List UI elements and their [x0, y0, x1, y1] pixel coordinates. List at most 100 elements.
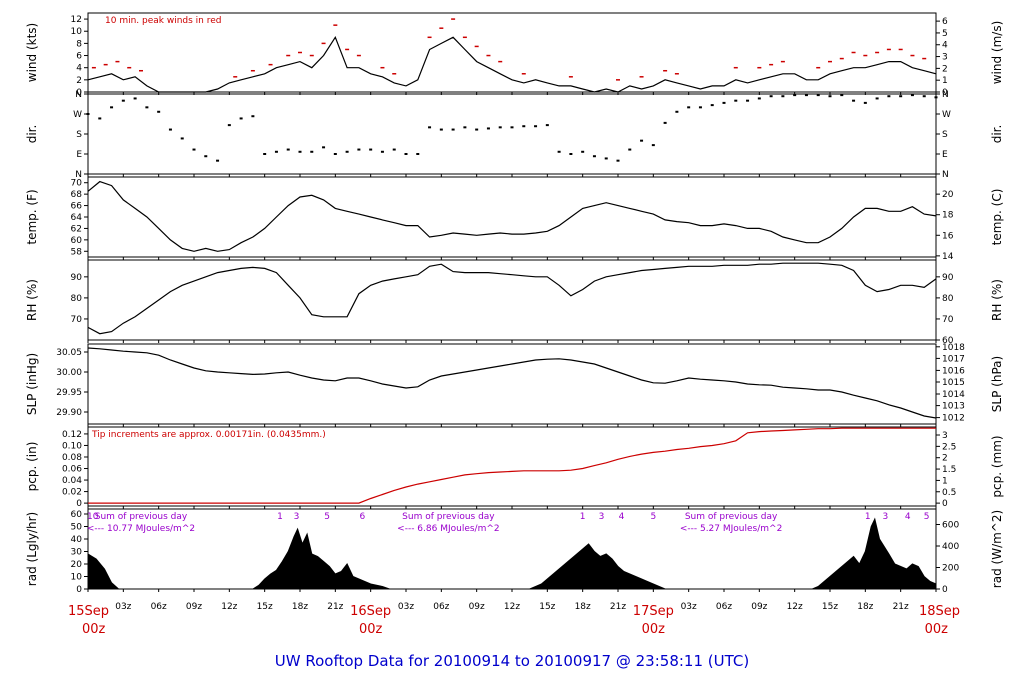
- daily-sum-value: <--- 6.86 MJoules/m^2: [397, 524, 499, 534]
- y-tick-label: 68: [71, 190, 83, 200]
- series-point-dir: [510, 126, 514, 129]
- y-tick-label: N: [75, 90, 82, 100]
- series-point-dir: [875, 97, 879, 100]
- hour-annotation: 5: [324, 512, 330, 522]
- y-tick-label: S: [76, 130, 82, 140]
- x-axis: 15Sep 00z 03z 06z 09z 12z 15z 18z 21z 16Sep 00z 03z…: [68, 602, 960, 637]
- series-point-dir: [581, 150, 585, 153]
- y-tick-label: 70: [71, 179, 83, 189]
- panel-frame: [87, 508, 937, 590]
- series-point-dir: [793, 94, 797, 97]
- series-point-dir: [651, 144, 655, 147]
- hour-annotation: 3: [294, 512, 300, 522]
- series-point-dir: [486, 127, 490, 130]
- y-tick-label-right: E: [942, 150, 948, 160]
- series-point-dir: [734, 99, 738, 102]
- y-tick-label-right: 70: [942, 315, 954, 325]
- series-point-dir: [121, 99, 125, 102]
- y-tick-label: 62: [71, 224, 82, 234]
- series-point-dir: [416, 153, 420, 155]
- y-tick-label-right: 2.5: [942, 442, 956, 452]
- series-point-dir: [557, 150, 561, 153]
- series-point-dir: [522, 125, 526, 128]
- y-tick-label: 10: [71, 27, 83, 37]
- series-point-dir: [428, 126, 432, 129]
- x-tick-label: 09z: [751, 602, 767, 612]
- y-tick-label-right: 5: [942, 29, 948, 39]
- series-line-pcp: [88, 427, 936, 504]
- y-axis-label-right: temp. (C): [990, 189, 1004, 246]
- daily-sum-label: Sum of previous day: [402, 512, 495, 522]
- x-tick-label: 15z: [822, 602, 838, 612]
- series-point-dir: [710, 104, 714, 107]
- y-tick-label: 70: [71, 315, 83, 325]
- series-point-dir: [781, 95, 785, 98]
- y-axis-label: rad (Lgly/hr): [25, 512, 39, 586]
- panel-frame: [87, 259, 937, 341]
- y-axis-label-right: wind (m/s): [990, 21, 1004, 85]
- x-date-label: 16Sep: [350, 604, 391, 619]
- panel-frame: [87, 93, 937, 175]
- y-tick-label: 0: [76, 88, 82, 98]
- y-tick-label: 0.06: [62, 465, 82, 475]
- series-point-dir: [86, 113, 90, 115]
- series-point-dir: [899, 95, 903, 98]
- x-date-hour-label: 00z: [359, 622, 383, 637]
- hour-annotation: 3: [599, 512, 605, 522]
- x-tick-label: 18z: [292, 602, 308, 612]
- y-tick-label: 40: [71, 535, 83, 545]
- series-point-dir: [628, 148, 632, 151]
- daily-sum-label: Sum of previous day: [95, 512, 188, 522]
- hour-annotation: 1: [580, 512, 586, 522]
- y-tick-label-right: 1013: [942, 402, 965, 412]
- y-tick-label-right: 400: [942, 542, 959, 552]
- y-tick-label-right: 2: [942, 64, 948, 74]
- y-tick-label: E: [76, 150, 82, 160]
- y-axis-label-right: SLP (hPa): [990, 356, 1004, 412]
- hour-annotation: 1: [865, 512, 871, 522]
- y-tick-label: 29.95: [56, 388, 82, 398]
- daily-sum-label: Sum of previous day: [685, 512, 778, 522]
- y-tick-label-right: 1012: [942, 414, 965, 424]
- y-tick-label-right: 0.5: [942, 488, 956, 498]
- series-area-rad: [87, 517, 937, 590]
- daily-sum-value: <--- 10.77 MJoules/m^2: [87, 524, 195, 534]
- y-tick-label-right: 1018: [942, 343, 965, 353]
- panel-rh: RH (%) RH (%) 70 80 90 60 70 80 90: [25, 259, 1004, 346]
- series-point-dir: [345, 150, 349, 153]
- x-date-label: 15Sep: [68, 604, 109, 619]
- series-point-dir: [404, 153, 408, 155]
- series-point-dir: [333, 153, 337, 155]
- x-tick-label: 21z: [893, 602, 909, 612]
- y-tick-label-right: 1: [942, 476, 948, 486]
- x-tick-label: 03z: [115, 602, 131, 612]
- y-tick-label-right: 0: [942, 499, 948, 509]
- y-tick-label: 0: [76, 499, 82, 509]
- series-point-dir: [380, 150, 384, 153]
- y-tick-label: 0.08: [62, 453, 82, 463]
- x-tick-label: 18z: [857, 602, 873, 612]
- y-tick-label-right: 14: [942, 252, 954, 262]
- series-point-dir: [369, 148, 373, 151]
- y-axis-label-right: RH (%): [990, 279, 1004, 321]
- series-point-dir: [239, 117, 243, 120]
- x-tick-label: 15z: [257, 602, 273, 612]
- panel-note: Tip increments are approx. 0.00171in. (0…: [91, 430, 326, 440]
- y-tick-label: 8: [76, 39, 82, 49]
- series-point-dir: [180, 137, 184, 140]
- y-tick-label: 0.10: [62, 441, 82, 451]
- y-tick-label-right: 600: [942, 521, 959, 531]
- hour-annotation: 3: [882, 512, 888, 522]
- series-point-dir: [133, 97, 137, 100]
- y-tick-label-right: 1015: [942, 378, 965, 388]
- x-tick-label: 12z: [787, 602, 803, 612]
- y-axis-label: pcp. (in): [25, 442, 39, 492]
- series-point-dir: [322, 146, 326, 149]
- y-tick-label-right: 90: [942, 273, 954, 283]
- daily-sum-value: <--- 5.27 MJoules/m^2: [680, 524, 782, 534]
- x-tick-label: 21z: [327, 602, 343, 612]
- y-tick-label: 12: [71, 15, 82, 25]
- series-point-dir: [451, 128, 455, 131]
